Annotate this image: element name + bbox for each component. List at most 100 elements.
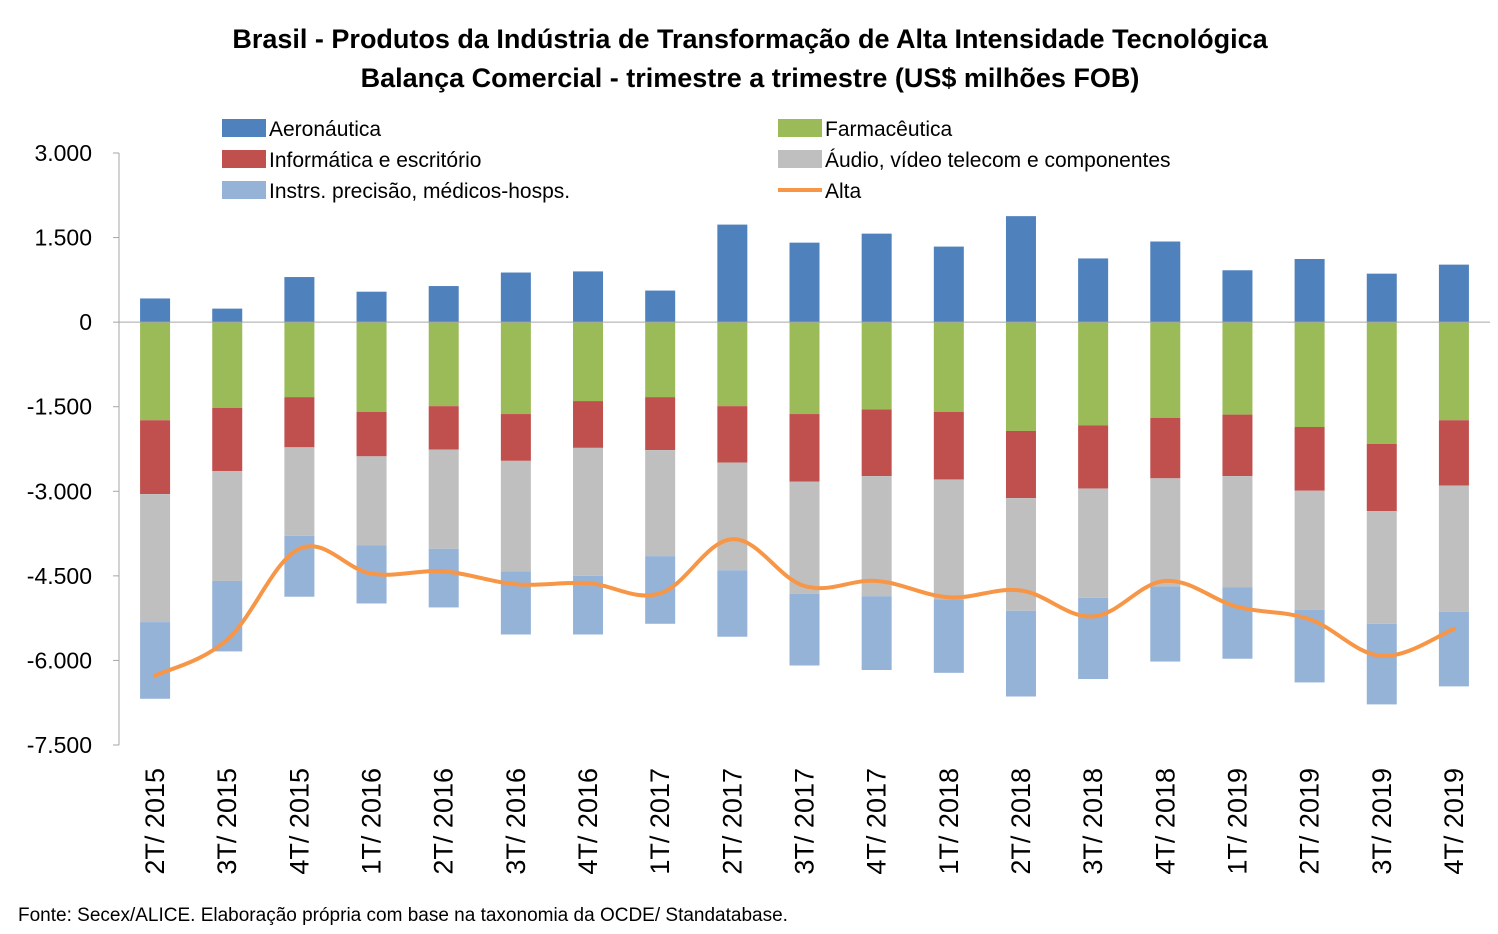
bar-segment <box>861 322 892 410</box>
bar-segment <box>1005 610 1036 697</box>
bar-segment <box>1438 322 1469 421</box>
bar-segment <box>140 622 171 699</box>
bar-segment <box>284 397 315 448</box>
bar-segment <box>284 322 315 398</box>
x-axis: 2T/ 2015 3T/ 2015 4T/ 2015 1T/ 2016 2T/ 2016… <box>140 768 1469 875</box>
bar-segment <box>1222 587 1253 659</box>
bar-segment <box>212 407 243 471</box>
x-tick-label: 2T/ 2017 <box>717 768 747 875</box>
bar-segment <box>861 233 892 323</box>
bar-segment <box>645 322 676 398</box>
legend-swatch <box>222 119 266 137</box>
series-line <box>153 537 1456 678</box>
bar-segment <box>212 470 243 581</box>
y-axis: 3.000 1.500 0 -1.500 -3.000 -4.500 -6.000 -7.50… <box>27 140 120 758</box>
bar-segment <box>1366 623 1397 705</box>
bar-segment <box>1222 270 1253 323</box>
bar-segment <box>428 406 459 450</box>
x-tick-label: 3T/ 2018 <box>1078 768 1108 875</box>
bar-segment <box>717 322 748 407</box>
bar-segment <box>1366 443 1397 512</box>
source-note: Fonte: Secex/ALICE. Elaboração própria c… <box>18 905 788 926</box>
bar-segment <box>573 401 604 448</box>
legend-label: Áudio, vídeo telecom e componentes <box>825 149 1171 172</box>
bar-segment <box>1294 490 1325 610</box>
bar-segment <box>573 322 604 402</box>
bar-segment <box>1222 322 1253 415</box>
bar-segment <box>428 449 459 549</box>
bar-segment <box>1366 273 1397 323</box>
x-tick-label: 2T/ 2018 <box>1006 768 1036 875</box>
legend-label: Alta <box>825 180 862 203</box>
bar-segment <box>1005 216 1036 323</box>
bar-segment <box>861 476 892 597</box>
bar-segment <box>645 290 676 323</box>
bar-segment <box>356 322 387 412</box>
bars <box>140 216 1469 705</box>
chart-title: Brasil - Produtos da Indústria de Transf… <box>232 24 1268 54</box>
legend-label: Informática e escritório <box>269 149 481 172</box>
x-tick-label: 2T/ 2019 <box>1295 768 1325 875</box>
bar-segment <box>1078 258 1109 323</box>
bar-segment <box>1078 597 1109 680</box>
bar-segment <box>140 322 171 421</box>
bar-segment <box>428 286 459 323</box>
bar-segment <box>717 406 748 463</box>
legend-swatch <box>222 181 266 199</box>
bar-segment <box>356 291 387 323</box>
bar-segment <box>717 462 748 571</box>
x-tick-label: 4T/ 2018 <box>1150 768 1180 875</box>
y-tick-label: 1.500 <box>34 225 92 251</box>
bar-segment <box>933 322 964 412</box>
legend-label: Instrs. precisão, médicos-hosps. <box>269 180 570 203</box>
bar-segment <box>212 308 243 323</box>
bar-segment <box>500 571 531 635</box>
bar-segment <box>1294 258 1325 323</box>
x-tick-label: 2T/ 2016 <box>429 768 459 875</box>
bar-segment <box>500 414 531 461</box>
bar-segment <box>933 246 964 323</box>
bar-segment <box>1438 611 1469 687</box>
bar-segment <box>428 548 459 608</box>
bar-segment <box>500 272 531 323</box>
y-tick-label: 0 <box>79 309 92 335</box>
bar-segment <box>140 298 171 323</box>
bar-segment <box>1078 425 1109 489</box>
bar-segment <box>573 447 604 576</box>
x-tick-label: 3T/ 2019 <box>1367 768 1397 875</box>
bar-segment <box>1078 322 1109 426</box>
bar-segment <box>861 409 892 477</box>
x-tick-label: 4T/ 2016 <box>573 768 603 875</box>
bar-segment <box>717 570 748 637</box>
bar-segment <box>212 322 243 408</box>
bar-segment <box>1005 430 1036 499</box>
bar-segment <box>1150 322 1181 418</box>
x-tick-label: 2T/ 2015 <box>140 768 170 875</box>
bar-segment <box>1078 488 1109 598</box>
bar-segment <box>356 456 387 546</box>
bar-segment <box>1366 322 1397 444</box>
bar-segment <box>428 322 459 407</box>
bar-segment <box>789 593 820 666</box>
bar-segment <box>933 411 964 480</box>
bar-segment <box>1005 322 1036 431</box>
line-layer <box>153 537 1456 678</box>
legend-swatch <box>222 150 266 168</box>
legend-label: Aeronáutica <box>269 118 381 141</box>
bar-segment <box>1222 476 1253 588</box>
x-tick-label: 4T/ 2015 <box>284 768 314 875</box>
bar-segment <box>1150 241 1181 323</box>
bar-segment <box>284 277 315 323</box>
legend: Aeronáutica Farmacêutica Informática e esc… <box>222 118 1171 203</box>
legend-swatch <box>778 119 822 137</box>
bar-segment <box>356 411 387 457</box>
bar-segment <box>573 271 604 323</box>
y-tick-label: -6.000 <box>27 647 92 673</box>
x-tick-label: 1T/ 2017 <box>645 768 675 875</box>
bar-segment <box>1438 264 1469 323</box>
bar-segment <box>500 460 531 572</box>
y-tick-label: -4.500 <box>27 563 92 589</box>
x-tick-label: 4T/ 2017 <box>862 768 892 875</box>
